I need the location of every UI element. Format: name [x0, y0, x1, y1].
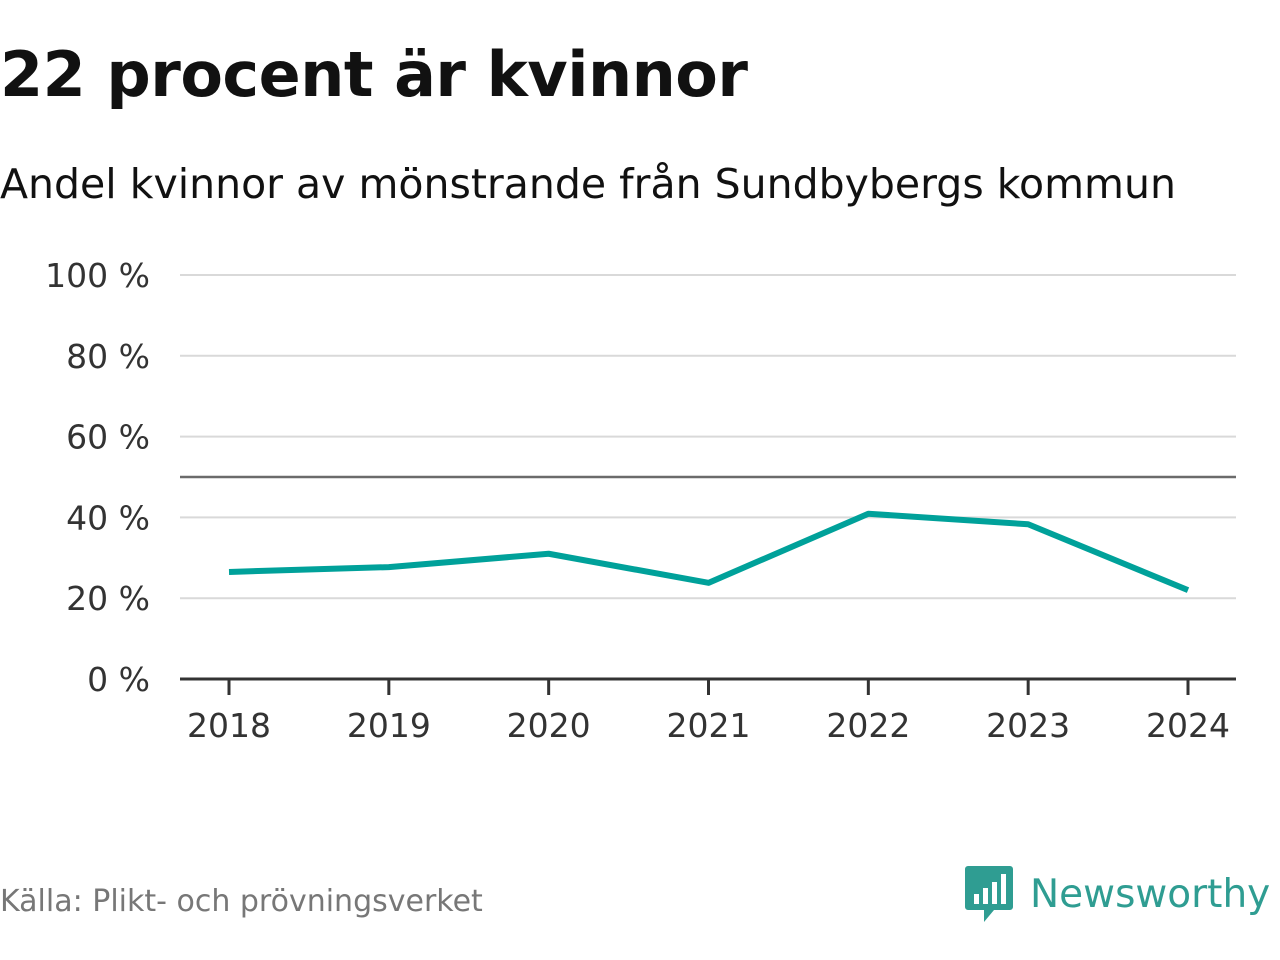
- y-tick-label: 100 %: [45, 256, 150, 295]
- y-tick-label: 20 %: [66, 579, 150, 618]
- brand-logo: Newsworthy: [964, 864, 1270, 924]
- series-group: [228, 510, 1190, 593]
- gridlines: [180, 274, 1236, 600]
- source-note: Källa: Plikt- och prövningsverket: [0, 884, 483, 919]
- chart-title: 22 procent är kvinnor: [0, 38, 748, 111]
- y-tick-label: 60 %: [66, 418, 150, 457]
- y-tick-label: 80 %: [66, 337, 150, 376]
- brand-name: Newsworthy: [1030, 871, 1271, 917]
- x-tick-label: 2023: [986, 706, 1070, 745]
- x-tick-label: 2020: [507, 706, 591, 745]
- y-tick-label: 40 %: [66, 498, 150, 537]
- bar-chart-speech-bubble-icon: [965, 866, 1013, 922]
- x-tick-label: 2024: [1146, 706, 1230, 745]
- y-axis-labels: 0 % 20 % 40 % 60 % 80 % 100 %: [45, 256, 150, 699]
- x-axis: [180, 677, 1236, 695]
- series-line: [228, 510, 1190, 593]
- x-tick-label: 2018: [187, 706, 271, 745]
- x-tick-label: 2022: [826, 706, 910, 745]
- x-axis-labels: 2018 2019 2020 2021 2022 2023 2024: [187, 706, 1230, 745]
- x-tick-label: 2021: [667, 706, 751, 745]
- line-chart: 0 % 20 % 40 % 60 % 80 % 100 % 2018 2019 2020 202…: [45, 256, 1236, 745]
- x-tick-label: 2019: [347, 706, 431, 745]
- chart-subtitle: Andel kvinnor av mönstrande från Sundbyb…: [0, 160, 1176, 208]
- y-tick-label: 0 %: [87, 660, 150, 699]
